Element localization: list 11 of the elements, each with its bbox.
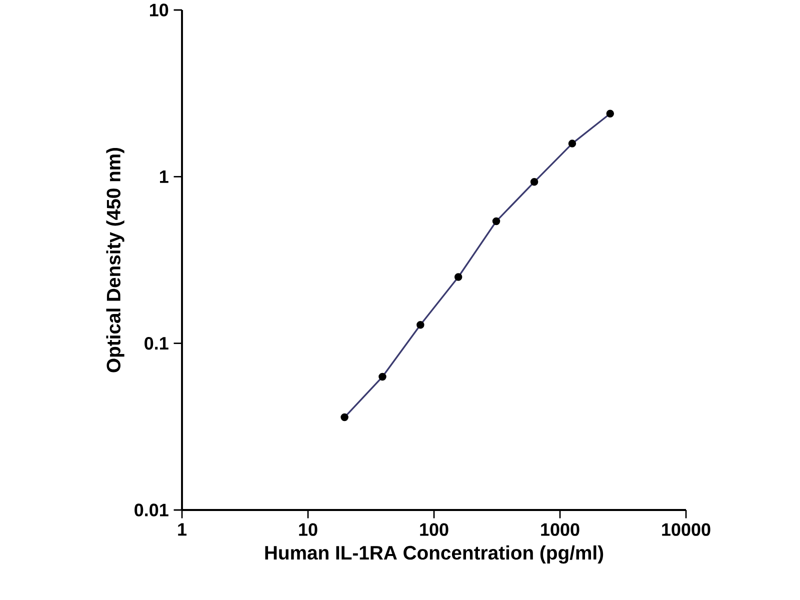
x-tick-label: 10000 bbox=[662, 523, 710, 536]
x-tick-label: 100 bbox=[420, 523, 448, 536]
y-tick-label: 0.01 bbox=[134, 504, 168, 516]
x-axis-title: Human IL-1RA Concentration (pg/ml) bbox=[265, 545, 604, 564]
y-tick-label: 10 bbox=[150, 4, 168, 16]
y-tick-label: 1 bbox=[160, 170, 168, 183]
x-tick-label: 10 bbox=[299, 523, 318, 536]
y-axis-title: Optical Density (450 nm) bbox=[106, 148, 124, 372]
y-tick-label: 0.1 bbox=[144, 336, 168, 350]
x-tick-label: 1000 bbox=[541, 523, 580, 536]
x-tick-label: 1 bbox=[178, 523, 187, 536]
